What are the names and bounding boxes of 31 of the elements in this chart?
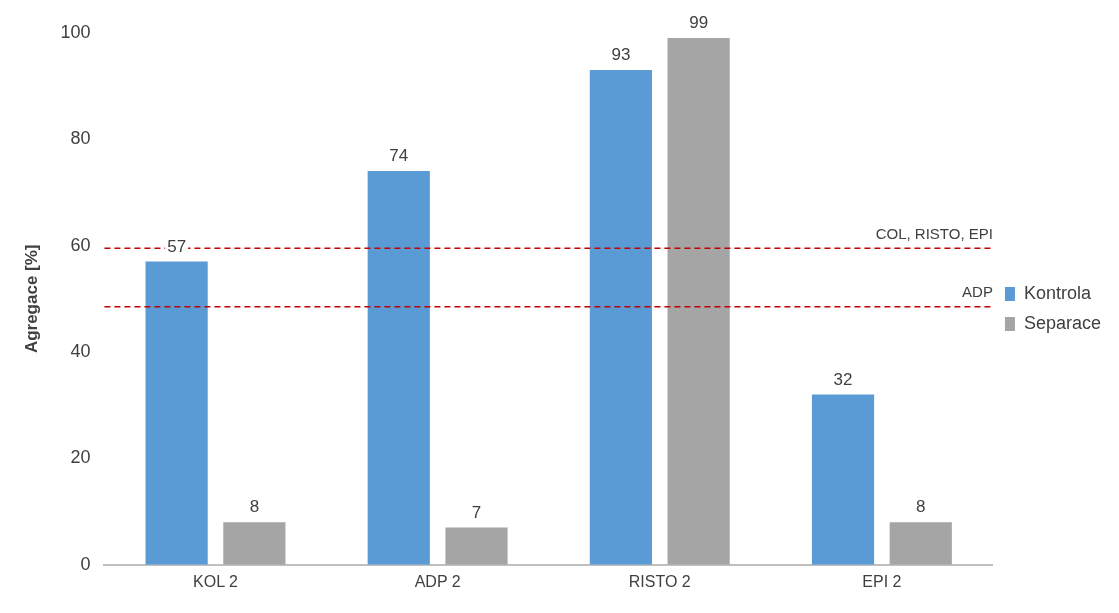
y-tick-label: 0: [80, 553, 91, 574]
bar: [223, 522, 286, 565]
y-tick-label: 20: [70, 447, 91, 468]
y-tick-label: 40: [70, 340, 91, 361]
bar: [811, 394, 875, 565]
data-label: 7: [471, 502, 482, 522]
data-label: 32: [833, 369, 853, 389]
y-axis-title: Agregace [%]: [21, 244, 41, 354]
x-tick-label: RISTO 2: [628, 572, 691, 590]
legend-label: Separace: [1023, 312, 1102, 333]
data-label: 74: [389, 146, 409, 166]
data-label: 8: [916, 497, 926, 517]
data-label: 8: [249, 497, 260, 517]
ref-line-label: COL, RISTO, EPI: [875, 224, 993, 242]
ref-line-label: ADP: [962, 283, 993, 301]
data-label: 93: [611, 45, 631, 65]
bar: [145, 261, 208, 565]
x-tick-label: EPI 2: [862, 572, 902, 590]
x-tick-label: KOL 2: [193, 572, 238, 590]
bar: [667, 38, 730, 565]
bar: [589, 70, 652, 565]
data-label: 57: [167, 236, 187, 256]
bar: [889, 522, 952, 565]
bar: [445, 527, 508, 565]
y-tick-label: 100: [60, 21, 91, 42]
data-label: 99: [689, 13, 709, 33]
bar: [367, 171, 430, 565]
x-tick-label: ADP 2: [414, 572, 461, 590]
y-tick-label: 60: [70, 234, 91, 255]
legend-label: Kontrola: [1023, 282, 1092, 303]
y-tick-label: 80: [70, 128, 91, 149]
